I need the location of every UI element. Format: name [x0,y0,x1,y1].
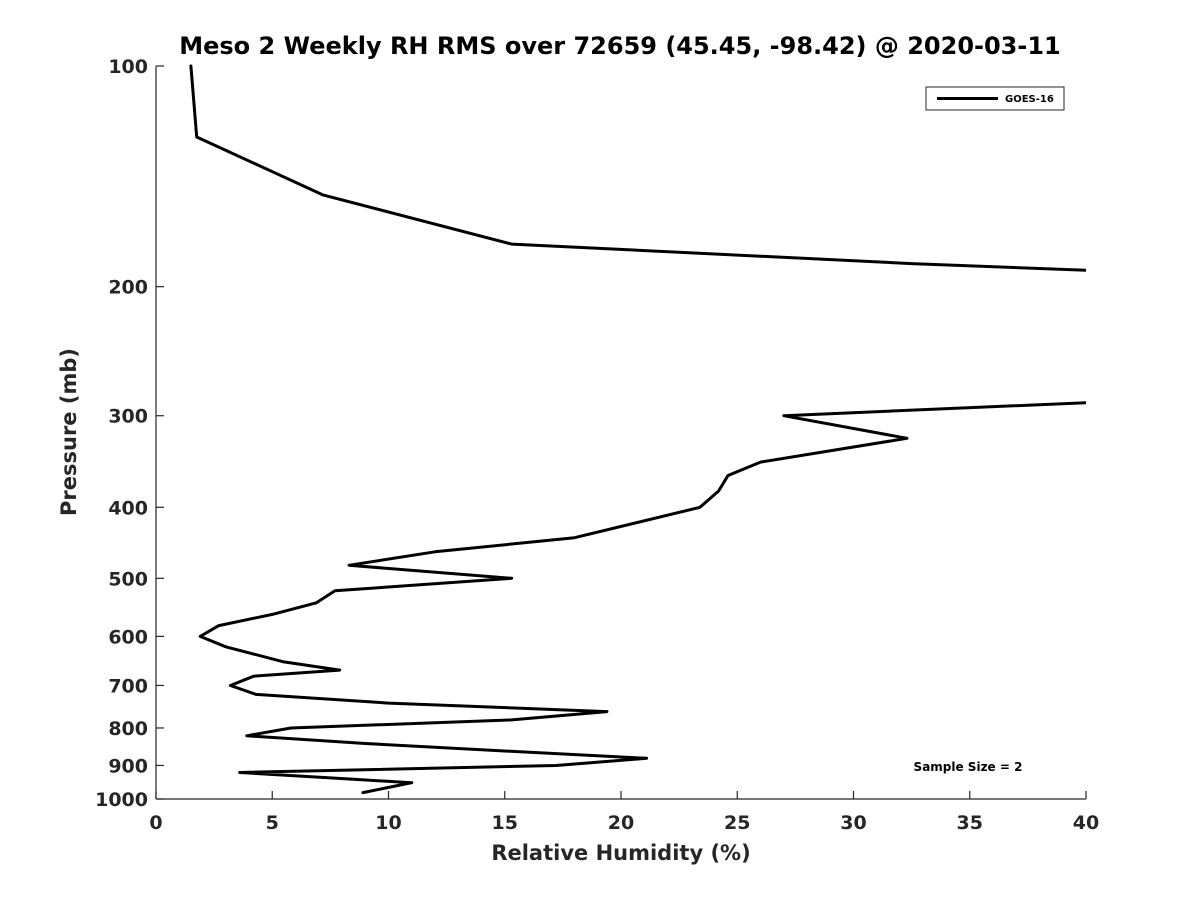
y-tick-label: 900 [108,755,148,777]
y-tick-label: 600 [108,626,148,648]
y-tick-label: 300 [108,406,148,428]
y-tick-label: 700 [108,675,148,697]
y-tick-label: 200 [108,277,148,299]
x-tick-label: 15 [492,812,518,834]
x-tick-label: 0 [149,812,162,834]
legend: GOES-16 [925,86,1065,111]
x-ticks: 0 5 10 15 20 25 30 35 40 [149,791,1099,834]
x-tick-label: 5 [266,812,279,834]
x-tick-label: 40 [1073,812,1099,834]
chart-title: Meso 2 Weekly RH RMS over 72659 (45.45, … [179,32,1061,60]
x-tick-label: 30 [840,812,866,834]
plot-area [155,66,1086,800]
legend-label-goes-16: GOES-16 [1005,94,1054,105]
x-axis-label: Relative Humidity (%) [491,841,750,865]
x-tick-label: 35 [957,812,983,834]
y-tick-label: 1000 [95,789,148,811]
y-tick-label: 800 [108,718,148,740]
x-tick-label: 10 [375,812,401,834]
y-axis-label: Pressure (mb) [57,348,81,516]
y-tick-label: 400 [108,497,148,519]
x-tick-label: 20 [608,812,634,834]
y-tick-label: 500 [108,568,148,590]
x-tick-label: 25 [724,812,750,834]
sample-size-annotation: Sample Size = 2 [914,760,1023,774]
y-tick-label: 100 [108,56,148,78]
series-line-goes-16-segment-1 [189,64,1086,272]
series-layer [189,64,1086,795]
series-line-goes-16-segment-2 [198,401,1086,795]
y-ticks: 100 200 300 400 500 600 700 800 900 1000 [95,56,164,811]
